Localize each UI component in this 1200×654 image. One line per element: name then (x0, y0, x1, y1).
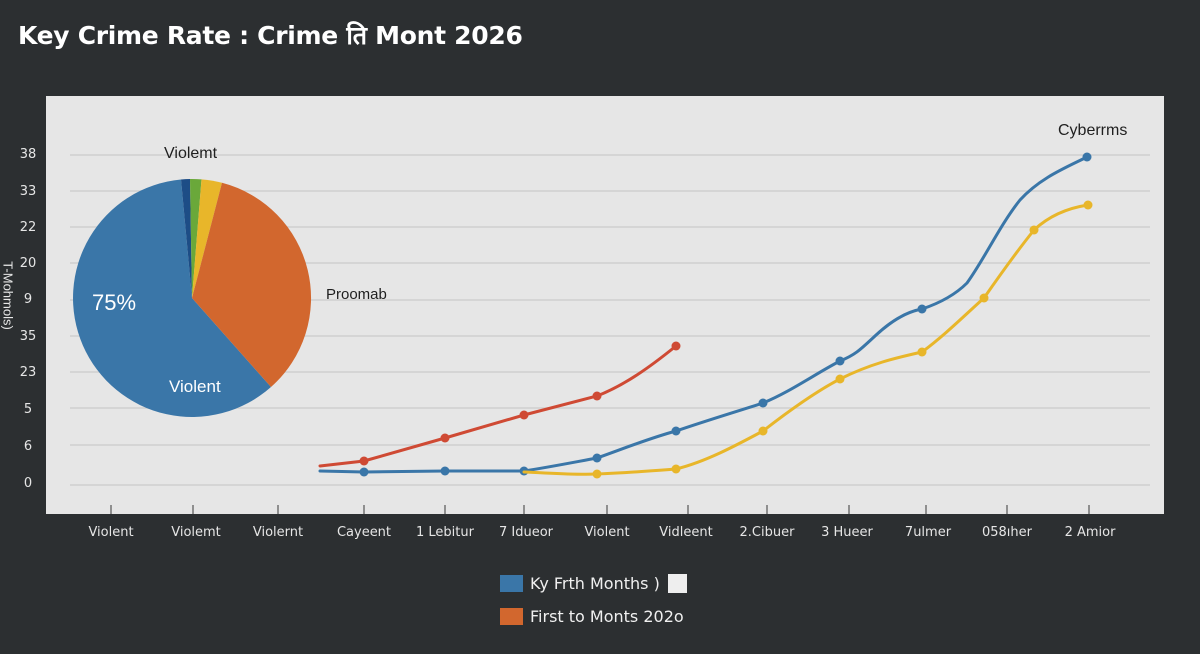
legend-item-orange[interactable]: First to Monts 202o (500, 605, 687, 627)
y-tick-label: 9 (23, 292, 33, 307)
x-tick-label: Violemt (171, 525, 221, 540)
x-tick-label: 7 Idueor (498, 525, 554, 540)
pie-slice-violent[interactable] (73, 179, 271, 417)
x-tick-label: 1 Lebitur (416, 525, 474, 540)
x-tick-label: Cayeent (336, 525, 392, 540)
pie-slice-proomab[interactable] (192, 182, 312, 387)
series-blue (318, 152, 1092, 477)
y-tick-label: 38 (19, 147, 37, 162)
legend-swatch-blue (500, 574, 523, 592)
x-tick-label: 3 Hueer (821, 525, 873, 540)
y-tick-label: 0 (23, 476, 33, 491)
y-tick-label: 6 (23, 439, 33, 454)
y-tick-label: 5 (23, 402, 33, 417)
y-tick-label: 23 (19, 365, 37, 380)
y-tick-label: 33 (19, 184, 37, 199)
legend-label: Ky Frth Months ) (530, 573, 660, 593)
pie-inner-label: Violent (169, 377, 221, 396)
series-yellow (522, 200, 1093, 479)
y-tick-label: 22 (19, 220, 37, 235)
pie-percent-label: 75% (92, 290, 137, 315)
pie-slice-yellow[interactable] (192, 179, 222, 298)
x-tick-label: Violent (584, 525, 630, 540)
y-tick-label: 35 (19, 329, 37, 344)
x-tick-label: Violent (88, 525, 134, 540)
legend-item-blue[interactable]: Ky Frth Months ) (500, 572, 687, 594)
series-red (318, 341, 681, 468)
chart-title: Key Crime Rate : Crime ति Mont 2026 (18, 21, 523, 50)
cyber-series-label: Cyberrms (1058, 122, 1128, 139)
x-tick-label: 2.Cibuer (739, 525, 795, 540)
x-tick-marks (110, 505, 1090, 514)
x-tick-label: Violernt (252, 525, 304, 540)
x-tick-label: 2 Amior (1064, 525, 1116, 540)
legend-label: First to Monts 202o (530, 606, 684, 626)
pie-slice-green[interactable] (190, 178, 202, 298)
legend-checkbox[interactable] (667, 573, 687, 593)
pie-top-label: Violemt (164, 145, 218, 162)
legend: Ky Frth Months ) First to Monts 202o (500, 572, 687, 638)
x-tick-label: 7ulmer (904, 525, 952, 540)
x-tick-label: Vidleent (659, 525, 713, 540)
pie-right-label: Proomab (326, 286, 387, 303)
legend-swatch-orange (500, 607, 523, 625)
y-tick-label: 20 (19, 256, 37, 271)
pie-chart (73, 178, 312, 417)
pie-slice-navy[interactable] (181, 179, 192, 298)
x-tick-label: 058ıher (981, 525, 1032, 540)
